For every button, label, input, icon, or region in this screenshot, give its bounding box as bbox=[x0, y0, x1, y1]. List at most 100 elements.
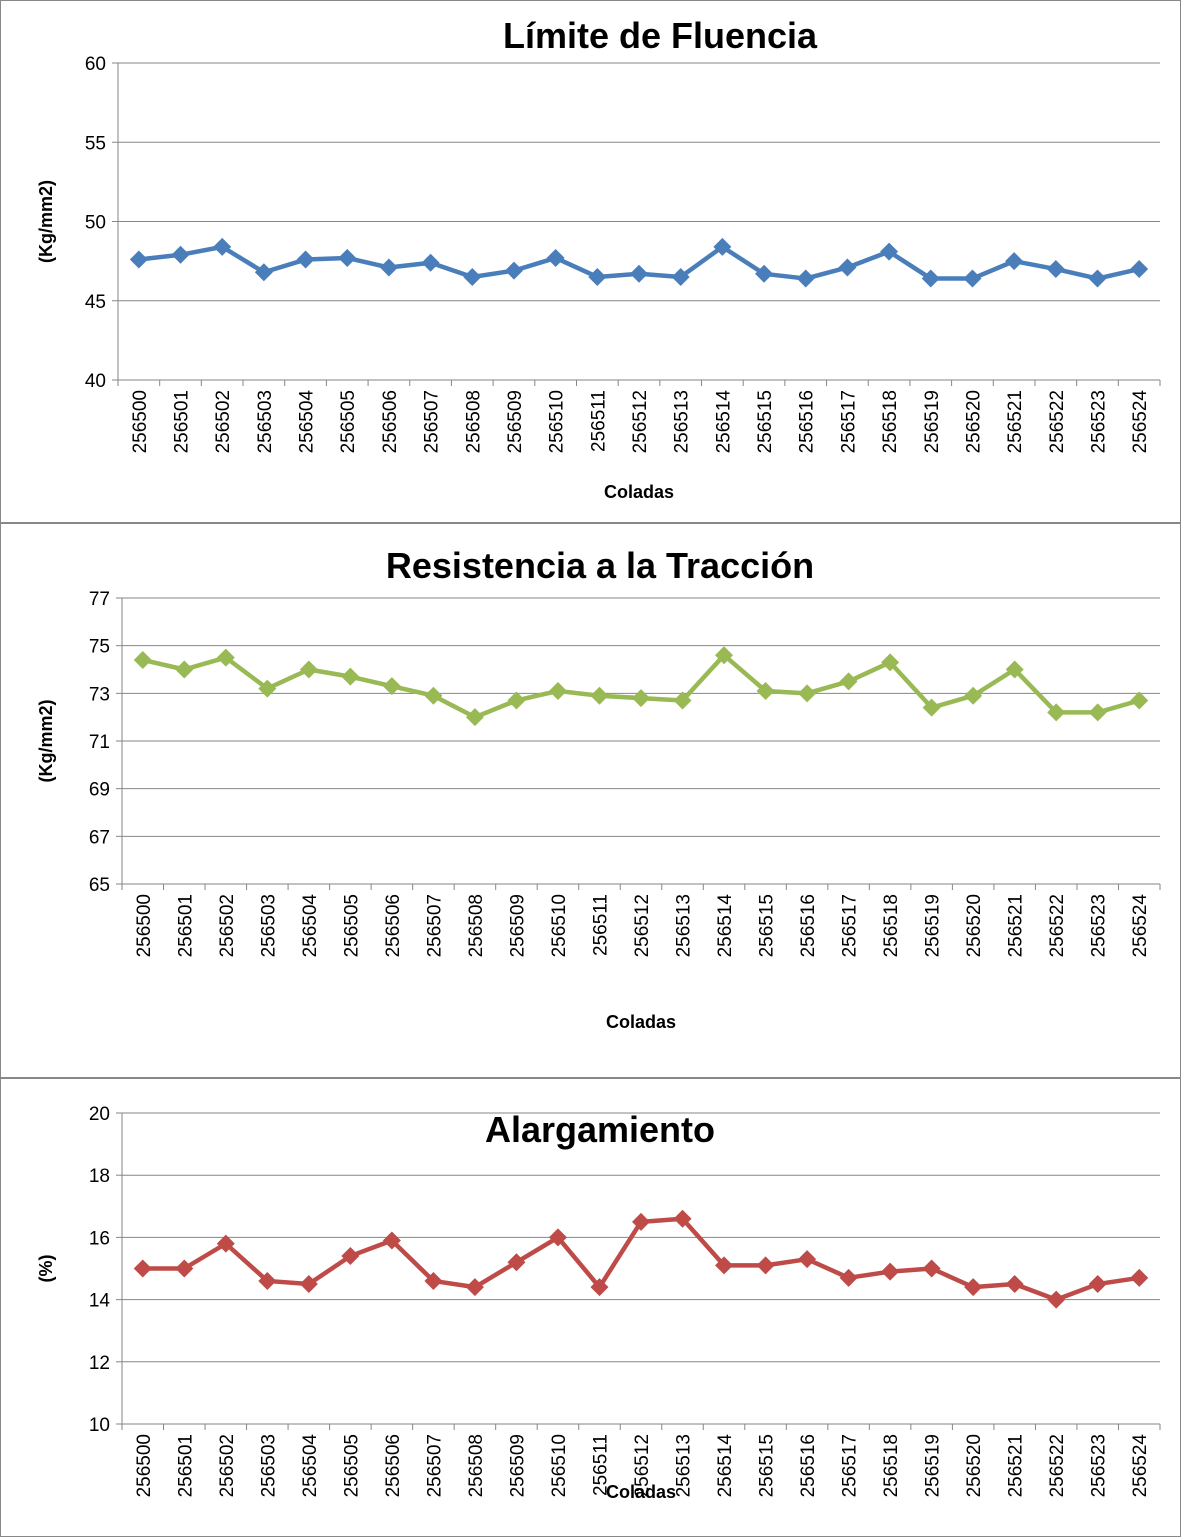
marker bbox=[715, 646, 734, 665]
marker bbox=[1005, 252, 1024, 271]
x-tick-label: 256503 bbox=[258, 1434, 279, 1497]
x-tick-label: 256514 bbox=[715, 1434, 736, 1498]
x-tick-label: 256513 bbox=[672, 390, 693, 453]
marker bbox=[964, 686, 983, 705]
marker bbox=[590, 1278, 609, 1297]
x-tick-label: 256511 bbox=[588, 390, 609, 452]
y-tick-label: 20 bbox=[89, 1104, 110, 1125]
x-tick-label: 256518 bbox=[881, 894, 902, 957]
x-tick-label: 256510 bbox=[547, 390, 568, 453]
marker bbox=[424, 686, 443, 705]
x-tick-label: 256501 bbox=[172, 390, 193, 453]
x-tick-label: 256524 bbox=[1130, 1434, 1151, 1498]
y-tick-label: 16 bbox=[89, 1228, 110, 1249]
marker bbox=[756, 1256, 775, 1275]
x-tick-label: 256507 bbox=[424, 894, 445, 957]
x-tick-label: 256502 bbox=[217, 894, 238, 957]
x-tick-label: 256524 bbox=[1130, 390, 1151, 454]
marker bbox=[1130, 1268, 1149, 1287]
marker bbox=[548, 1228, 567, 1247]
x-tick-label: 256521 bbox=[1006, 894, 1027, 957]
y-tick-label: 18 bbox=[89, 1166, 110, 1187]
marker bbox=[465, 1278, 484, 1297]
marker bbox=[548, 681, 567, 700]
marker bbox=[133, 650, 152, 669]
x-tick-label: 256518 bbox=[880, 390, 901, 453]
marker bbox=[713, 237, 732, 256]
marker bbox=[254, 263, 273, 282]
chart-title: Límite de Fluencia bbox=[503, 15, 818, 56]
marker bbox=[1088, 703, 1107, 722]
marker bbox=[421, 253, 440, 272]
y-tick-label: 12 bbox=[89, 1353, 110, 1374]
marker bbox=[296, 250, 315, 269]
marker bbox=[1088, 269, 1107, 288]
y-tick-label: 65 bbox=[89, 875, 110, 896]
x-tick-label: 256512 bbox=[632, 1434, 653, 1497]
x-tick-label: 256518 bbox=[881, 1434, 902, 1497]
marker bbox=[963, 269, 982, 288]
x-tick-label: 256512 bbox=[632, 894, 653, 957]
x-tick-label: 256504 bbox=[300, 1434, 321, 1498]
x-tick-label: 256511 bbox=[590, 1434, 611, 1496]
marker bbox=[299, 660, 318, 679]
x-tick-label: 256513 bbox=[674, 1434, 695, 1497]
x-tick-label: 256505 bbox=[341, 1434, 362, 1497]
marker bbox=[1088, 1275, 1107, 1294]
x-axis-title: Coladas bbox=[604, 482, 674, 502]
marker bbox=[338, 248, 357, 267]
y-tick-label: 73 bbox=[89, 684, 110, 705]
y-tick-label: 50 bbox=[85, 213, 106, 234]
x-tick-label: 256500 bbox=[134, 894, 155, 957]
marker bbox=[216, 1234, 235, 1253]
marker bbox=[839, 672, 858, 691]
x-tick-label: 256517 bbox=[838, 390, 859, 453]
x-tick-label: 256517 bbox=[840, 1434, 861, 1497]
x-axis-title: Coladas bbox=[606, 1012, 676, 1032]
x-tick-label: 256509 bbox=[507, 1434, 528, 1497]
marker bbox=[922, 698, 941, 717]
x-tick-label: 256501 bbox=[175, 1434, 196, 1497]
marker bbox=[632, 1212, 650, 1231]
x-tick-label: 256512 bbox=[630, 390, 651, 453]
x-tick-label: 256520 bbox=[963, 390, 984, 453]
x-tick-label: 256523 bbox=[1089, 894, 1110, 957]
marker bbox=[756, 681, 775, 700]
x-tick-label: 256520 bbox=[964, 894, 985, 957]
marker bbox=[1130, 260, 1149, 279]
x-tick-label: 256506 bbox=[383, 1434, 404, 1497]
chart-title: Alargamiento bbox=[485, 1109, 715, 1150]
marker bbox=[546, 248, 565, 267]
x-tick-label: 256502 bbox=[217, 1434, 238, 1497]
x-tick-label: 256509 bbox=[507, 894, 528, 957]
x-tick-label: 256521 bbox=[1005, 390, 1026, 453]
x-tick-label: 256515 bbox=[757, 894, 778, 957]
x-tick-label: 256507 bbox=[422, 390, 443, 453]
marker bbox=[463, 267, 482, 286]
x-tick-label: 256517 bbox=[840, 894, 861, 957]
x-tick-label: 256519 bbox=[922, 390, 943, 453]
y-tick-label: 69 bbox=[89, 780, 110, 801]
marker bbox=[213, 237, 232, 256]
marker bbox=[216, 648, 235, 667]
marker bbox=[341, 1247, 360, 1266]
marker bbox=[881, 653, 900, 672]
x-tick-label: 256522 bbox=[1047, 894, 1068, 957]
y-tick-label: 67 bbox=[89, 827, 110, 848]
y-tick-label: 60 bbox=[85, 54, 106, 75]
x-tick-label: 256502 bbox=[213, 390, 234, 453]
y-axis-title: (Kg/mm2) bbox=[36, 699, 56, 782]
y-tick-label: 55 bbox=[85, 133, 106, 154]
x-tick-label: 256505 bbox=[341, 894, 362, 957]
chart-title: Resistencia a la Tracción bbox=[386, 545, 814, 586]
x-tick-label: 256521 bbox=[1006, 1434, 1027, 1497]
marker bbox=[1005, 1275, 1024, 1294]
y-tick-label: 14 bbox=[89, 1291, 111, 1312]
x-tick-label: 256505 bbox=[338, 390, 359, 453]
y-tick-label: 40 bbox=[85, 371, 106, 392]
marker bbox=[382, 1231, 401, 1250]
x-tick-label: 256515 bbox=[757, 1434, 778, 1497]
x-tick-label: 256523 bbox=[1089, 1434, 1110, 1497]
x-tick-label: 256515 bbox=[755, 390, 776, 453]
marker bbox=[258, 1271, 277, 1290]
